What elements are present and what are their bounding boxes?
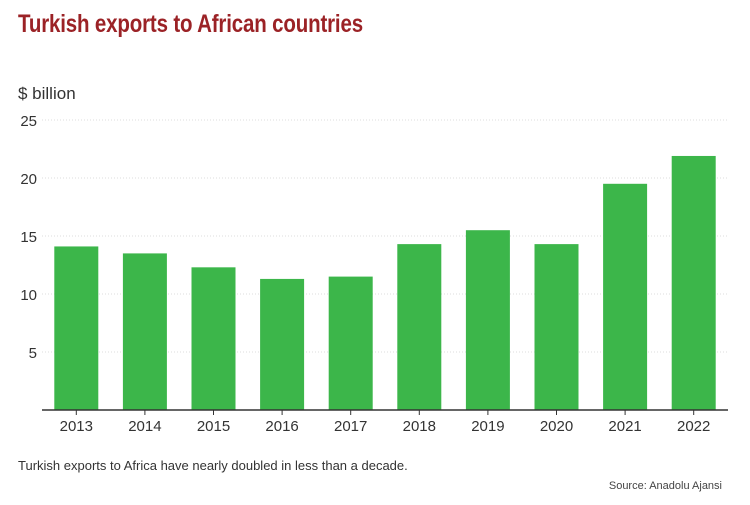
- bar-2014: [122, 253, 167, 410]
- bar-2021: [603, 183, 648, 410]
- source-note: Source: Anadolu Ajansi: [608, 480, 722, 492]
- x-tick-label: 2020: [540, 418, 573, 435]
- chart-caption: Turkish exports to Africa have nearly do…: [18, 458, 408, 473]
- bar-2019: [465, 230, 510, 410]
- y-tick-label: 15: [20, 229, 37, 246]
- x-tick-label: 2016: [265, 418, 298, 435]
- bar-2017: [328, 276, 373, 410]
- x-tick-label: 2022: [677, 418, 710, 435]
- x-tick-label: 2021: [608, 418, 641, 435]
- y-axis-unit-label: $ billion: [18, 84, 76, 103]
- x-tick-label: 2014: [128, 418, 161, 435]
- bar-2013: [54, 246, 99, 410]
- x-tick-label: 2018: [403, 418, 436, 435]
- y-tick-label: 5: [29, 345, 37, 362]
- bar-2022: [671, 155, 716, 410]
- x-tick-label: 2015: [197, 418, 230, 435]
- bar-2020: [534, 244, 579, 410]
- y-tick-label: 20: [20, 171, 37, 188]
- chart-title: Turkish exports to African countries: [18, 10, 363, 38]
- y-tick-label: 25: [20, 113, 37, 130]
- bar-2016: [260, 278, 305, 410]
- x-tick-label: 2017: [334, 418, 367, 435]
- bar-2018: [397, 244, 442, 410]
- y-tick-label: 10: [20, 287, 37, 304]
- x-tick-label: 2013: [60, 418, 93, 435]
- x-tick-label: 2019: [471, 418, 504, 435]
- bar-2015: [191, 267, 236, 410]
